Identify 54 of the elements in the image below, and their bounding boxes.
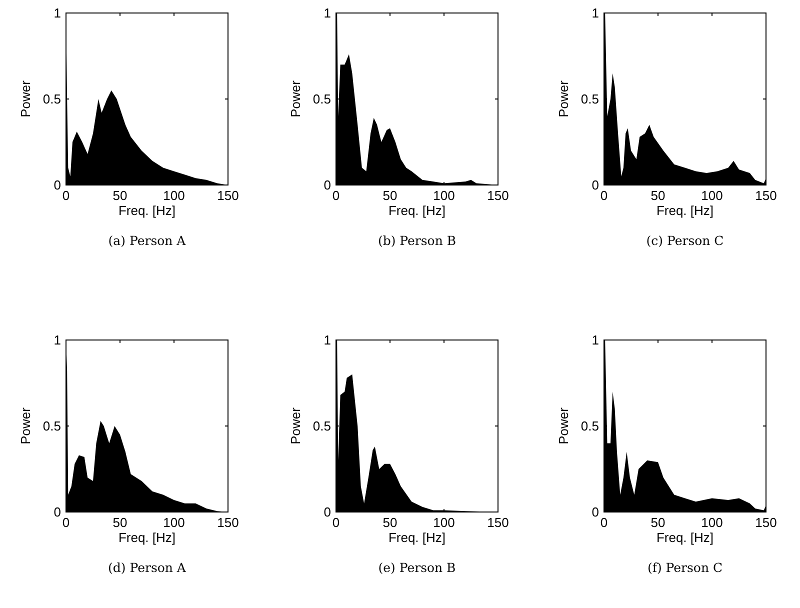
y-tick-label: 1 — [592, 332, 599, 348]
y-tick-label: 0.5 — [312, 418, 331, 434]
x-axis-title: Freq. [Hz] — [118, 203, 176, 218]
x-tick-label: 100 — [433, 515, 455, 530]
y-tick-label: 0 — [54, 178, 61, 192]
y-axis-title: Power — [556, 80, 571, 118]
y-tick-label: 0.5 — [580, 92, 599, 106]
x-tick-label: 50 — [112, 188, 128, 203]
text: (d) Person A — [108, 560, 187, 575]
y-tick-label: 0 — [592, 504, 599, 520]
text: (a) Person A — [108, 233, 187, 248]
x-axis-title: Freq. [Hz] — [388, 203, 446, 218]
x-tick-label: 100 — [163, 188, 185, 203]
text: (c) Person C — [646, 233, 724, 248]
x-tick-label: 150 — [217, 515, 239, 530]
y-tick-label: 0 — [324, 178, 331, 192]
x-tick-label: 50 — [112, 515, 128, 530]
x-tick-label: 50 — [382, 188, 398, 203]
x-tick-label: 100 — [701, 515, 723, 530]
x-tick-label: 50 — [382, 515, 398, 530]
y-axis-title: Power — [288, 80, 303, 118]
x-tick-label: 100 — [701, 188, 723, 203]
text: (b) Person B — [378, 233, 456, 248]
y-axis-title: Power — [18, 80, 33, 118]
text: (f) Person C — [647, 560, 723, 575]
y-axis-title: Power — [18, 406, 33, 444]
x-axis-title: Freq. [Hz] — [656, 530, 714, 545]
y-tick-label: 0 — [54, 504, 61, 520]
y-tick-label: 1 — [592, 6, 599, 20]
y-tick-label: 0.5 — [42, 418, 61, 434]
x-tick-label: 150 — [755, 188, 777, 203]
x-axis-title: Freq. [Hz] — [118, 530, 176, 545]
y-axis-title: Power — [556, 406, 571, 444]
y-axis-title: Power — [288, 406, 303, 444]
text: (e) Person B — [378, 560, 456, 575]
x-tick-label: 150 — [755, 515, 777, 530]
x-tick-label: 100 — [433, 188, 455, 203]
y-tick-label: 1 — [54, 332, 61, 348]
y-tick-label: 1 — [54, 6, 61, 20]
x-tick-label: 50 — [650, 515, 666, 530]
y-tick-label: 1 — [324, 6, 331, 20]
x-tick-label: 50 — [650, 188, 666, 203]
y-tick-label: 0.5 — [42, 92, 61, 106]
x-tick-label: 150 — [217, 188, 239, 203]
y-tick-label: 1 — [324, 332, 331, 348]
x-tick-label: 150 — [487, 188, 509, 203]
x-tick-label: 100 — [163, 515, 185, 530]
x-tick-label: 150 — [487, 515, 509, 530]
y-tick-label: 0.5 — [580, 418, 599, 434]
y-tick-label: 0 — [324, 504, 331, 520]
x-axis-title: Freq. [Hz] — [656, 203, 714, 218]
x-axis-title: Freq. [Hz] — [388, 530, 446, 545]
y-tick-label: 0.5 — [312, 92, 331, 106]
y-tick-label: 0 — [592, 178, 599, 192]
